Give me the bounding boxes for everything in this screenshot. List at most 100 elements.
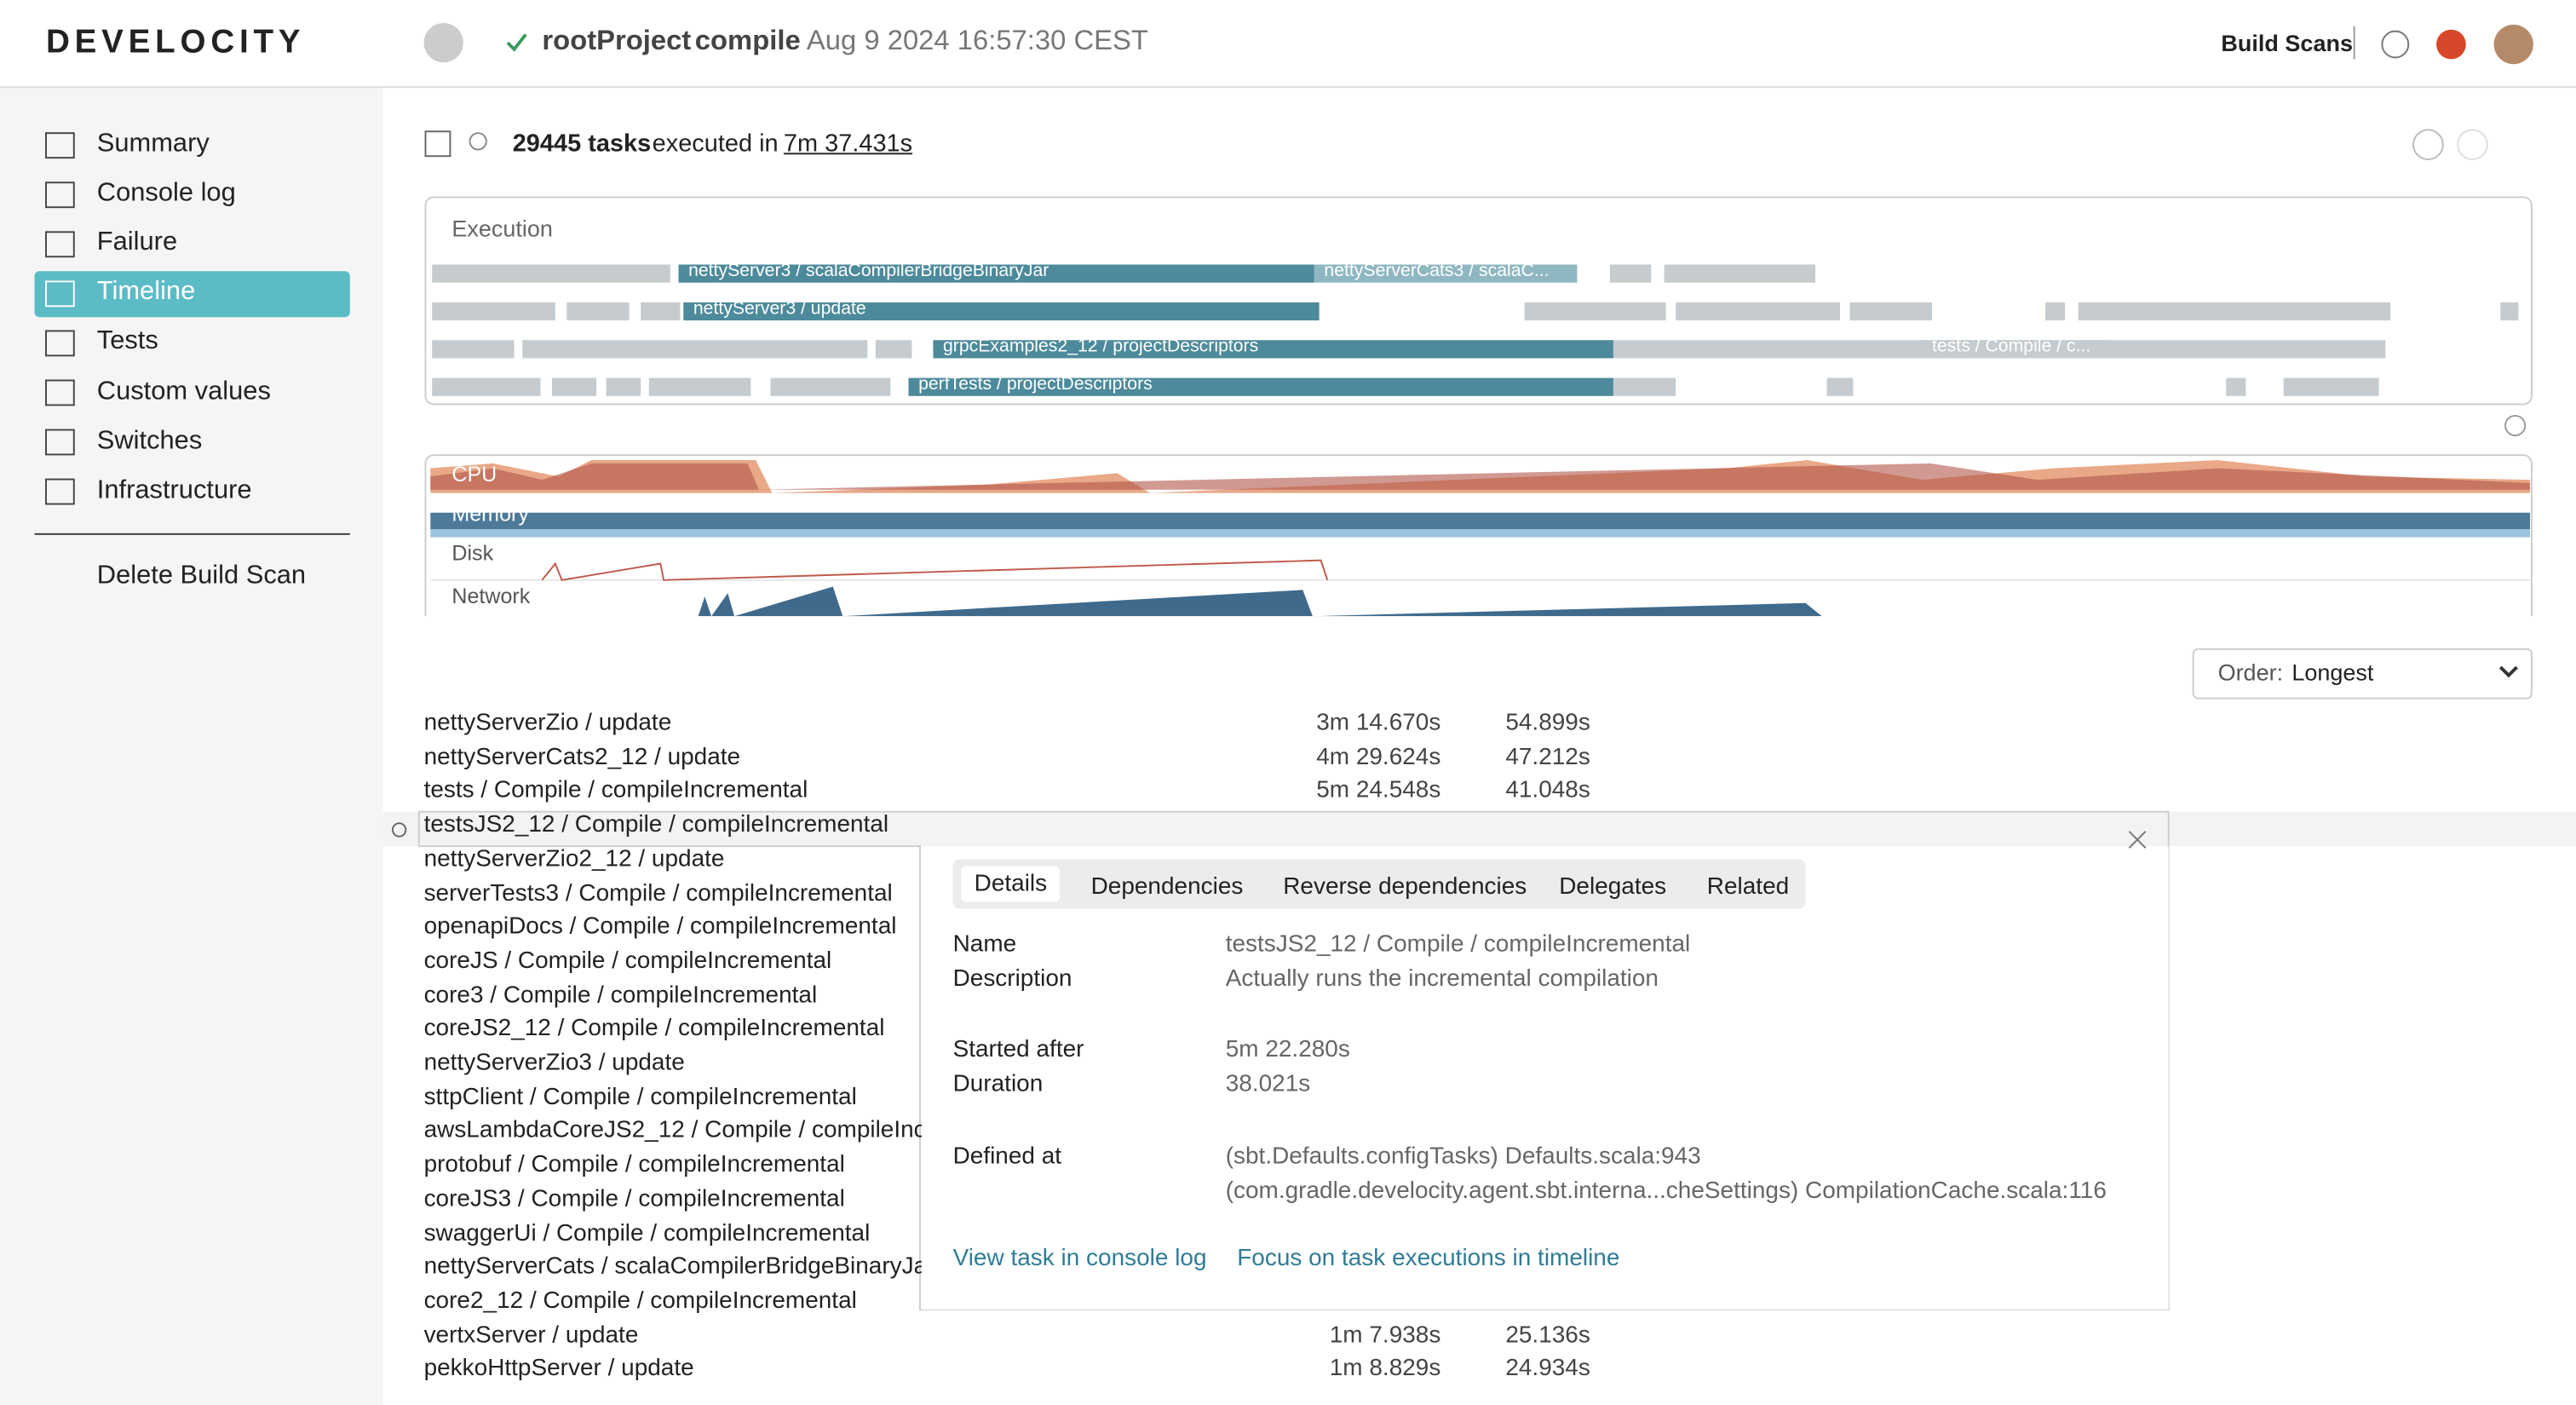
zoom-in[interactable] (2412, 129, 2444, 161)
list-icon[interactable] (424, 130, 451, 158)
task-name[interactable]: core2_12 / Compile / compileIncremental (423, 1287, 857, 1315)
task-duration: 54.899s (1505, 710, 1590, 736)
help-small[interactable] (2504, 414, 2527, 437)
exec-bar-label[interactable]: nettyServer3 / update (693, 298, 866, 320)
nav-icon (45, 379, 75, 406)
nav-item[interactable]: Tests (96, 327, 158, 356)
tabs (952, 859, 1806, 909)
task-name[interactable]: sttpClient / Compile / compileIncrementa… (423, 1084, 857, 1111)
task-name[interactable]: testsJS2_12 / Compile / compileIncrement… (423, 811, 889, 838)
nav-item[interactable]: Infrastructure (96, 475, 252, 504)
nav-item[interactable]: Switches (96, 426, 203, 455)
nav-icon (45, 330, 75, 357)
field-label: Defined at (952, 1143, 1062, 1171)
task-name[interactable]: nettyServerZio2_12 / update (423, 845, 725, 872)
total-duration[interactable]: 7m 37.431s (783, 130, 913, 158)
exec-bar (683, 302, 1320, 321)
order-value[interactable]: Longest (2291, 659, 2374, 686)
tab[interactable]: Dependencies (1090, 873, 1244, 901)
exec-bar-label[interactable]: tests / Compile / c... (1931, 337, 2091, 357)
task-name[interactable]: coreJS2_12 / Compile / compileIncrementa… (423, 1016, 885, 1043)
resource-label: CPU (451, 461, 497, 487)
exec-bar-label[interactable]: nettyServerCats3 / scalaC... (1324, 261, 1550, 281)
link-icon[interactable] (391, 822, 407, 838)
task-name[interactable]: coreJS3 / Compile / compileIncremental (423, 1186, 845, 1212)
task-name[interactable]: coreJS / Compile / compileIncremental (423, 947, 832, 975)
task-name[interactable]: tests / Compile / compileIncremental (423, 777, 808, 804)
project: rootProject (542, 24, 692, 56)
field-value: (com.gradle.develocity.agent.sbt.interna… (1225, 1178, 2107, 1205)
delete-scan[interactable]: Delete Build Scan (96, 561, 307, 590)
nav-item[interactable]: Timeline (96, 278, 196, 307)
task-name[interactable]: swaggerUi / Compile / compileIncremental (423, 1219, 871, 1247)
network-area (698, 586, 1822, 617)
task-name[interactable]: pekkoHttpServer / update (423, 1356, 694, 1383)
nav-item[interactable]: Console log (96, 179, 236, 208)
clip (382, 616, 2576, 642)
tab[interactable]: Details (961, 866, 1061, 902)
memory-band-2 (430, 528, 2530, 538)
field-value: 5m 22.280s (1225, 1036, 1350, 1063)
task-name[interactable]: nettyServerCats2_12 / update (423, 744, 741, 770)
popup-outline (417, 810, 2170, 1311)
field-label: Duration (952, 1071, 1044, 1098)
active-item (34, 271, 350, 318)
memory-band (430, 512, 2530, 529)
user-avatar[interactable] (2493, 24, 2533, 65)
task-start: 1m 7.938s (1329, 1322, 1441, 1349)
task-name[interactable]: nettyServerZio / update (423, 710, 672, 736)
task-name[interactable]: awsLambdaCoreJS2_12 / Compile / compileI… (423, 1118, 1019, 1145)
tab[interactable]: Related (1706, 873, 1790, 901)
task-start: 5m 24.548s (1316, 777, 1441, 804)
zoom-out[interactable] (2457, 129, 2488, 161)
task-name[interactable]: serverTests3 / Compile / compileIncremen… (423, 879, 893, 907)
search-icon[interactable] (469, 132, 487, 151)
exec-bar-label[interactable]: nettyServer3 / scalaCompilerBridgeBinary… (688, 261, 1049, 281)
nav-icon (45, 231, 75, 258)
order-select[interactable] (2192, 648, 2533, 700)
field-value: (sbt.Defaults.configTasks) Defaults.scal… (1225, 1143, 1701, 1171)
exec-bar-label[interactable]: perfTests / projectDescriptors (918, 374, 1153, 394)
task-name[interactable]: protobuf / Compile / compileIncremental (423, 1152, 845, 1178)
task-name[interactable]: openapiDocs / Compile / compileIncrement… (423, 913, 897, 941)
task-name[interactable]: vertxServer / update (423, 1322, 639, 1349)
tab[interactable]: Reverse dependencies (1283, 873, 1527, 901)
order-label[interactable]: Order: (2217, 659, 2284, 686)
field-label: Description (952, 965, 1072, 993)
task-name[interactable]: core3 / Compile / compileIncremental (423, 982, 818, 1009)
nav-item[interactable]: Custom values (96, 377, 271, 406)
build-scans[interactable]: Build Scans (2221, 29, 2353, 56)
nav-icon (45, 429, 75, 456)
exec-bar (1922, 340, 2108, 359)
field-label: Name (952, 931, 1017, 959)
resource-label: Disk (451, 540, 494, 566)
task-duration: 41.048s (1505, 777, 1590, 804)
nav-item[interactable]: Summary (96, 130, 210, 158)
task-count: 29445 tasks (512, 130, 652, 158)
exec-bar (1314, 264, 1578, 283)
task-popup (921, 846, 2169, 1310)
nav-item[interactable]: Failure (96, 228, 178, 257)
field-value: testsJS2_12 / Compile / compileIncrement… (1225, 931, 1691, 959)
link[interactable]: View task in console log (952, 1245, 1207, 1272)
task-start: 3m 14.670s (1316, 710, 1441, 736)
help-icon[interactable] (2381, 30, 2410, 59)
date: Aug 9 2024 16:57:30 CEST (806, 24, 1148, 56)
exec-blocks (432, 264, 2519, 396)
exec-bar (933, 340, 1613, 359)
task-start: 1m 8.829s (1329, 1356, 1441, 1383)
alert-icon[interactable] (2436, 29, 2466, 60)
task-name[interactable]: nettyServerCats / scalaCompilerBridgeBin… (423, 1253, 935, 1281)
link[interactable]: Focus on task executions in timeline (1237, 1245, 1620, 1272)
task-start: 4m 29.624s (1316, 744, 1441, 770)
field-value: 38.021s (1225, 1071, 1311, 1098)
close-button[interactable] (2128, 831, 2147, 849)
task-duration: 24.934s (1505, 1356, 1590, 1383)
tab[interactable]: Delegates (1559, 873, 1667, 901)
field-label: Started after (952, 1036, 1084, 1063)
nav-icon (45, 132, 75, 159)
exec-bar-label[interactable]: grpcExamples2_12 / projectDescriptors (942, 337, 1259, 357)
task-name[interactable]: nettyServerZio3 / update (423, 1050, 685, 1077)
